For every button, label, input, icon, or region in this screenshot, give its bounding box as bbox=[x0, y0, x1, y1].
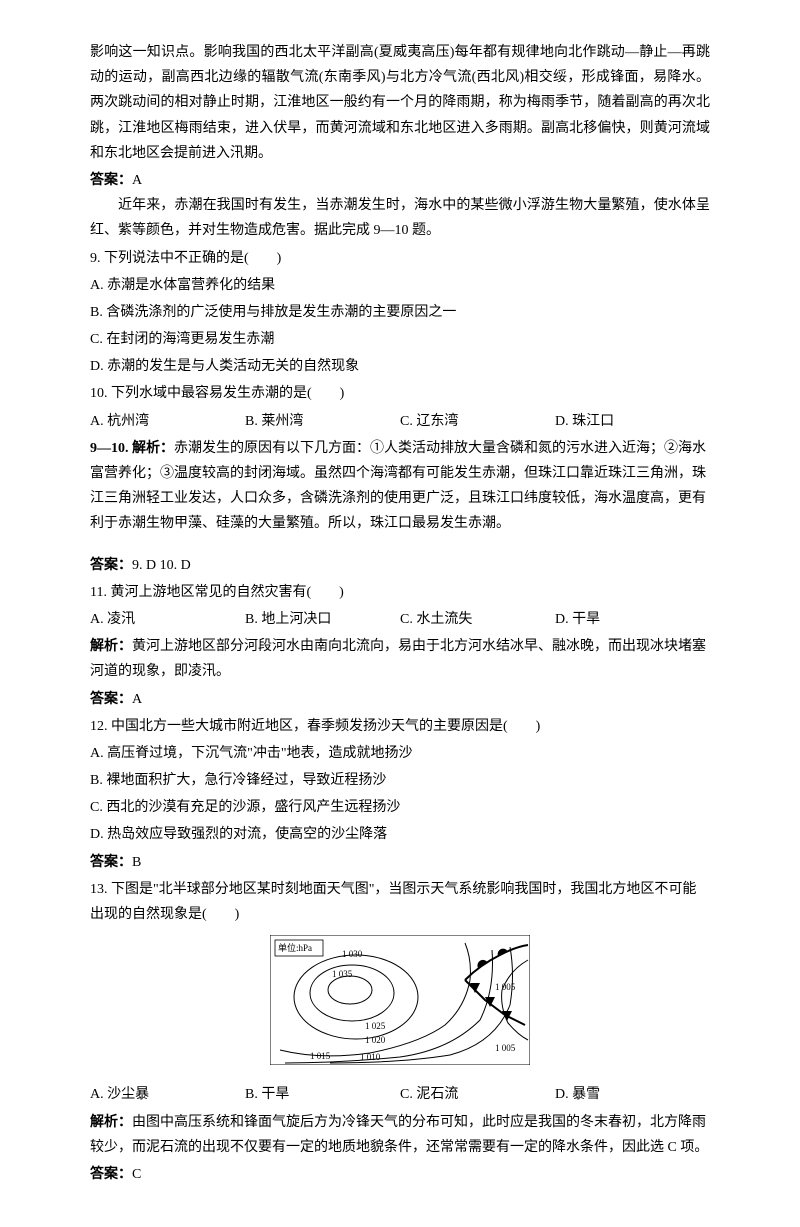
label-1005a: 1 005 bbox=[495, 1043, 516, 1053]
analysis-9-10-label: 9—10. 解析： bbox=[90, 441, 174, 456]
answer-value-9-10: 9. D 10. D bbox=[132, 558, 191, 573]
question-9-stem: 9. 下列说法中不正确的是( ) bbox=[90, 246, 710, 271]
q11-option-b: B. 地上河决口 bbox=[245, 607, 400, 632]
q13-option-c: C. 泥石流 bbox=[400, 1082, 555, 1107]
analysis-13-label: 解析： bbox=[90, 1115, 132, 1130]
question-10-options: A. 杭州湾 B. 莱州湾 C. 辽东湾 D. 珠江口 bbox=[90, 409, 710, 434]
q10-option-c: C. 辽东湾 bbox=[400, 409, 555, 434]
analysis-11-text: 黄河上游地区部分河段河水由南向北流向，易由于北方河水结冰早、融冰晚，而出现冰块堵… bbox=[90, 639, 706, 679]
analysis-9-10-text: 赤潮发生的原因有以下几方面：①人类活动排放大量含磷和氮的污水进入近海；②海水富营… bbox=[90, 441, 706, 532]
q12-option-a: A. 高压脊过境，下沉气流"冲击"地表，造成就地扬沙 bbox=[90, 741, 710, 766]
question-12-options: A. 高压脊过境，下沉气流"冲击"地表，造成就地扬沙 B. 裸地面积扩大，急行冷… bbox=[90, 741, 710, 848]
label-1015: 1 015 bbox=[310, 1051, 331, 1061]
weather-map-svg: 单位:hPa 1 030 1 035 1 025 1 020 1 015 1 0… bbox=[270, 935, 530, 1065]
answer-block-11: 答案：A bbox=[90, 687, 710, 712]
q13-option-a: A. 沙尘暴 bbox=[90, 1082, 245, 1107]
weather-diagram: 单位:hPa 1 030 1 035 1 025 1 020 1 015 1 0… bbox=[90, 935, 710, 1074]
answer-value-12: B bbox=[132, 855, 141, 870]
analysis-13-text: 由图中高压系统和锋面气旋后方为冷锋天气的分布可知，此时应是我国的冬末春初，北方降… bbox=[90, 1115, 708, 1155]
passage-2: 近年来，赤潮在我国时有发生，当赤潮发生时，海水中的某些微小浮游生物大量繁殖，使水… bbox=[90, 193, 710, 243]
question-10-stem: 10. 下列水域中最容易发生赤潮的是( ) bbox=[90, 381, 710, 406]
q12-option-b: B. 裸地面积扩大，急行冷锋经过，导致近程扬沙 bbox=[90, 768, 710, 793]
q13-option-d: D. 暴雪 bbox=[555, 1082, 710, 1107]
label-1025: 1 025 bbox=[365, 1021, 386, 1031]
answer-value-1: A bbox=[132, 173, 142, 188]
answer-block-12: 答案：B bbox=[90, 850, 710, 875]
answer-block-9-10: 答案：9. D 10. D bbox=[90, 553, 710, 578]
q9-option-a: A. 赤潮是水体富营养化的结果 bbox=[90, 273, 710, 298]
q9-option-b: B. 含磷洗涤剂的广泛使用与排放是发生赤潮的主要原因之一 bbox=[90, 300, 710, 325]
q10-option-a: A. 杭州湾 bbox=[90, 409, 245, 434]
q9-option-c: C. 在封闭的海湾更易发生赤潮 bbox=[90, 327, 710, 352]
q11-option-a: A. 凌汛 bbox=[90, 607, 245, 632]
answer-label-12: 答案： bbox=[90, 855, 132, 870]
answer-label-13: 答案： bbox=[90, 1167, 132, 1182]
q12-option-d: D. 热岛效应导致强烈的对流，使高空的沙尘降落 bbox=[90, 822, 710, 847]
q10-option-d: D. 珠江口 bbox=[555, 409, 710, 434]
answer-value-11: A bbox=[132, 692, 142, 707]
label-1035: 1 035 bbox=[332, 969, 353, 979]
unit-label-text: 单位:hPa bbox=[278, 942, 312, 953]
analysis-13: 解析：由图中高压系统和锋面气旋后方为冷锋天气的分布可知，此时应是我国的冬末春初，… bbox=[90, 1110, 710, 1160]
answer-block-13: 答案：C bbox=[90, 1162, 710, 1187]
question-9-options: A. 赤潮是水体富营养化的结果 B. 含磷洗涤剂的广泛使用与排放是发生赤潮的主要… bbox=[90, 273, 710, 380]
q9-option-d: D. 赤潮的发生是与人类活动无关的自然现象 bbox=[90, 354, 710, 379]
question-11-options: A. 凌汛 B. 地上河决口 C. 水土流失 D. 干旱 bbox=[90, 607, 710, 632]
answer-label-11: 答案： bbox=[90, 692, 132, 707]
question-13-options: A. 沙尘暴 B. 干旱 C. 泥石流 D. 暴雪 bbox=[90, 1082, 710, 1107]
question-11-stem: 11. 黄河上游地区常见的自然灾害有( ) bbox=[90, 580, 710, 605]
question-12-stem: 12. 中国北方一些大城市附近地区，春季频发扬沙天气的主要原因是( ) bbox=[90, 714, 710, 739]
label-1010: 1 010 bbox=[360, 1052, 381, 1062]
label-1005b: 1 005 bbox=[495, 982, 516, 992]
question-13-stem: 13. 下图是"北半球部分地区某时刻地面天气图"，当图示天气系统影响我国时，我国… bbox=[90, 877, 710, 927]
q12-option-c: C. 西北的沙漠有充足的沙源，盛行风产生远程扬沙 bbox=[90, 795, 710, 820]
q11-option-d: D. 干旱 bbox=[555, 607, 710, 632]
label-1020: 1 020 bbox=[365, 1035, 386, 1045]
answer-label: 答案： bbox=[90, 173, 132, 188]
answer-label-9-10: 答案： bbox=[90, 558, 132, 573]
analysis-11-label: 解析： bbox=[90, 639, 132, 654]
analysis-11: 解析：黄河上游地区部分河段河水由南向北流向，易由于北方河水结冰早、融冰晚，而出现… bbox=[90, 634, 710, 684]
intro-paragraph: 影响这一知识点。影响我国的西北太平洋副高(夏威夷高压)每年都有规律地向北作跳动—… bbox=[90, 40, 710, 166]
q10-option-b: B. 莱州湾 bbox=[245, 409, 400, 434]
answer-value-13: C bbox=[132, 1167, 141, 1182]
answer-block-1: 答案：A bbox=[90, 168, 710, 193]
q13-option-b: B. 干旱 bbox=[245, 1082, 400, 1107]
spacer bbox=[90, 537, 710, 551]
label-1030: 1 030 bbox=[342, 949, 363, 959]
analysis-9-10: 9—10. 解析：赤潮发生的原因有以下几方面：①人类活动排放大量含磷和氮的污水进… bbox=[90, 436, 710, 537]
q11-option-c: C. 水土流失 bbox=[400, 607, 555, 632]
